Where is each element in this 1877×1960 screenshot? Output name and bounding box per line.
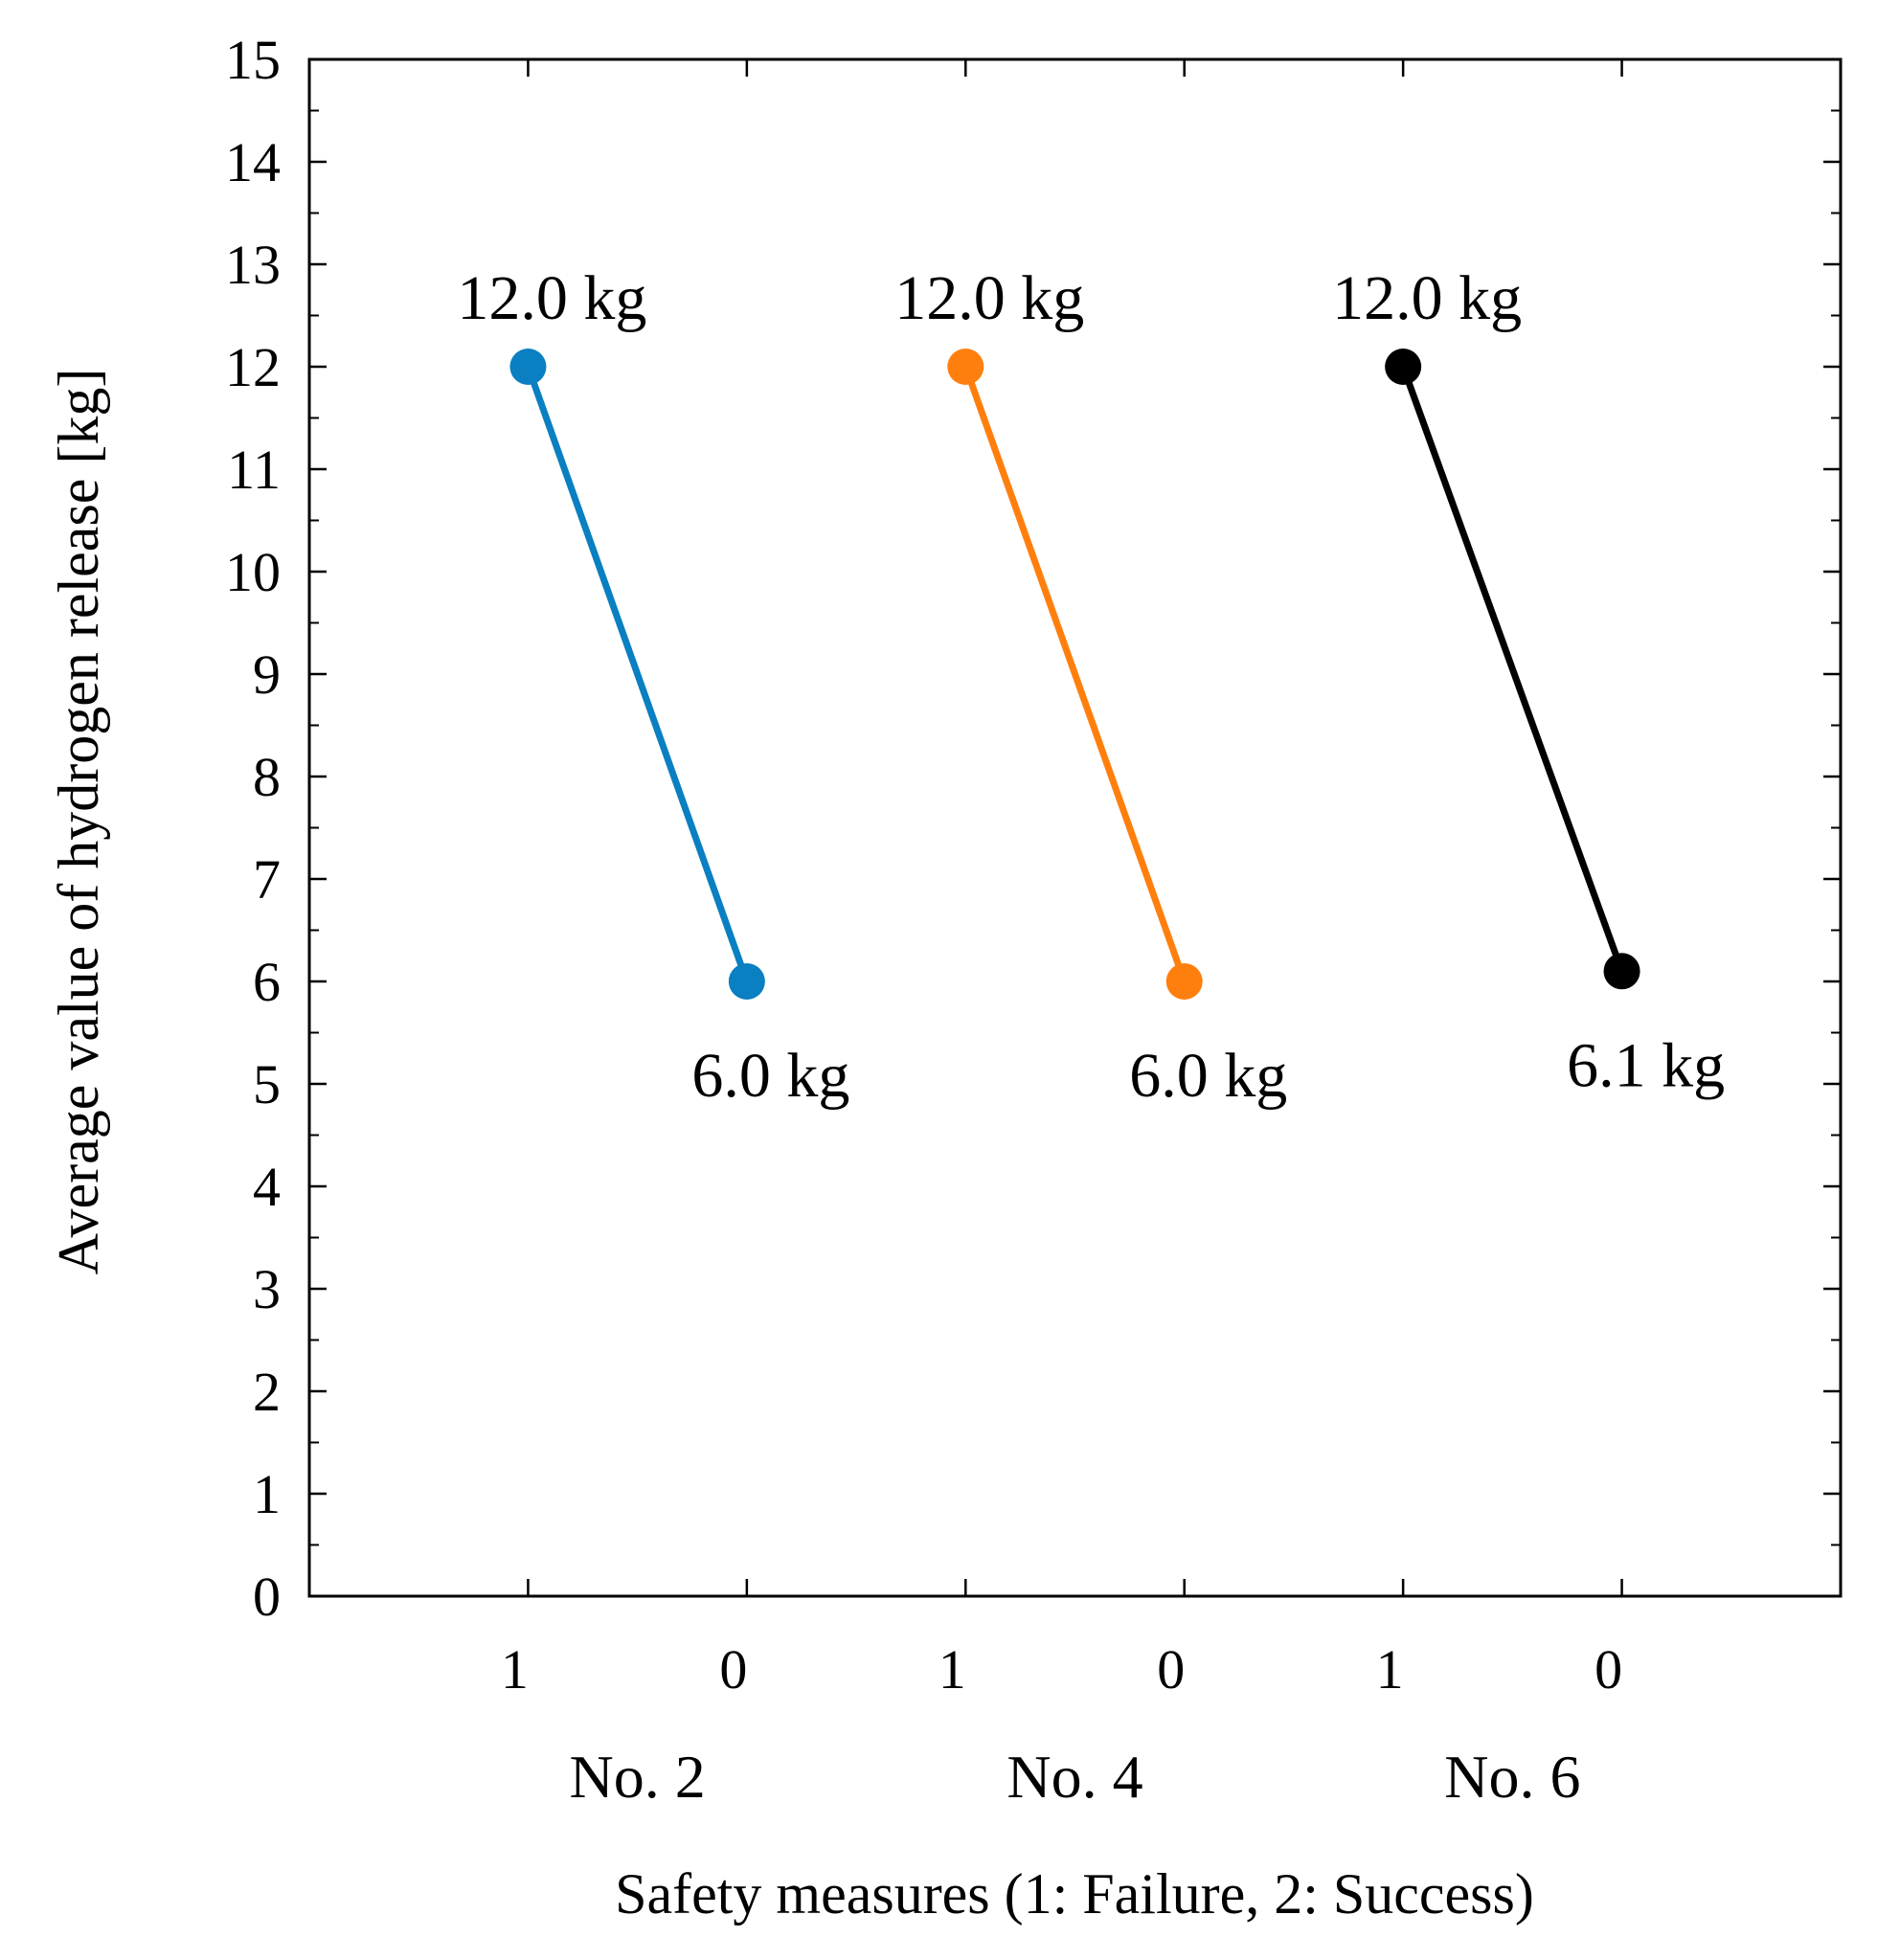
y-tick-label: 3 <box>253 1258 281 1320</box>
axis-ticks <box>309 57 1841 1598</box>
x-tick-label: 0 <box>1157 1638 1185 1701</box>
group-labels: No. 2 No. 4 No. 6 <box>570 1743 1581 1811</box>
plot-frame <box>307 57 1843 1598</box>
series-no-4: 12.0 kg 6.0 kg <box>894 263 1287 1111</box>
y-tick-label: 4 <box>253 1156 281 1218</box>
y-tick-label: 0 <box>253 1566 281 1628</box>
data-label: 12.0 kg <box>894 263 1084 333</box>
series-no-2: 12.0 kg 6.0 kg <box>457 263 849 1111</box>
y-tick-label: 15 <box>225 29 281 91</box>
y-tick-label: 14 <box>225 131 281 193</box>
y-axis-title: Average value of hydrogen release [kg] <box>47 369 110 1275</box>
y-tick-label: 12 <box>225 336 281 398</box>
data-label: 6.0 kg <box>691 1041 849 1111</box>
series-line <box>961 365 1188 983</box>
y-tick-label: 9 <box>253 643 281 706</box>
data-point <box>1603 953 1640 990</box>
y-tick-label: 8 <box>253 746 281 808</box>
data-label: 12.0 kg <box>1332 263 1522 333</box>
y-tick-label: 1 <box>253 1463 281 1525</box>
y-tick-label: 10 <box>225 541 281 603</box>
series-line <box>1399 365 1625 973</box>
group-label: No. 4 <box>1006 1743 1142 1811</box>
data-point <box>947 349 984 385</box>
x-tick-labels: 1 0 1 0 1 0 <box>501 1638 1622 1701</box>
data-label: 6.1 kg <box>1567 1030 1725 1100</box>
group-label: No. 6 <box>1444 1743 1580 1811</box>
data-point <box>1385 349 1422 385</box>
y-tick-label: 7 <box>253 848 281 911</box>
y-tick-label: 6 <box>253 951 281 1013</box>
series-line <box>525 365 751 983</box>
y-tick-label: 2 <box>253 1361 281 1423</box>
y-tick-label: 11 <box>227 439 281 501</box>
series-layer: 12.0 kg 6.0 kg 12.0 kg 6.0 kg 12.0 kg 6.1 kg <box>457 263 1725 1111</box>
data-label: 6.0 kg <box>1129 1041 1287 1111</box>
y-tick-label: 5 <box>253 1053 281 1115</box>
x-tick-label: 1 <box>501 1638 529 1701</box>
data-point <box>728 963 765 1000</box>
x-axis-title: Safety measures (1: Failure, 2: Success) <box>615 1862 1534 1926</box>
data-point <box>1165 963 1203 1000</box>
data-label: 12.0 kg <box>457 263 646 333</box>
x-tick-label: 1 <box>938 1638 966 1701</box>
x-tick-label: 0 <box>719 1638 747 1701</box>
group-label: No. 2 <box>570 1743 706 1811</box>
series-no-6: 12.0 kg 6.1 kg <box>1332 263 1725 1100</box>
x-tick-label: 1 <box>1376 1638 1404 1701</box>
y-tick-label: 13 <box>225 234 281 296</box>
data-point <box>509 349 547 385</box>
x-tick-label: 0 <box>1594 1638 1622 1701</box>
